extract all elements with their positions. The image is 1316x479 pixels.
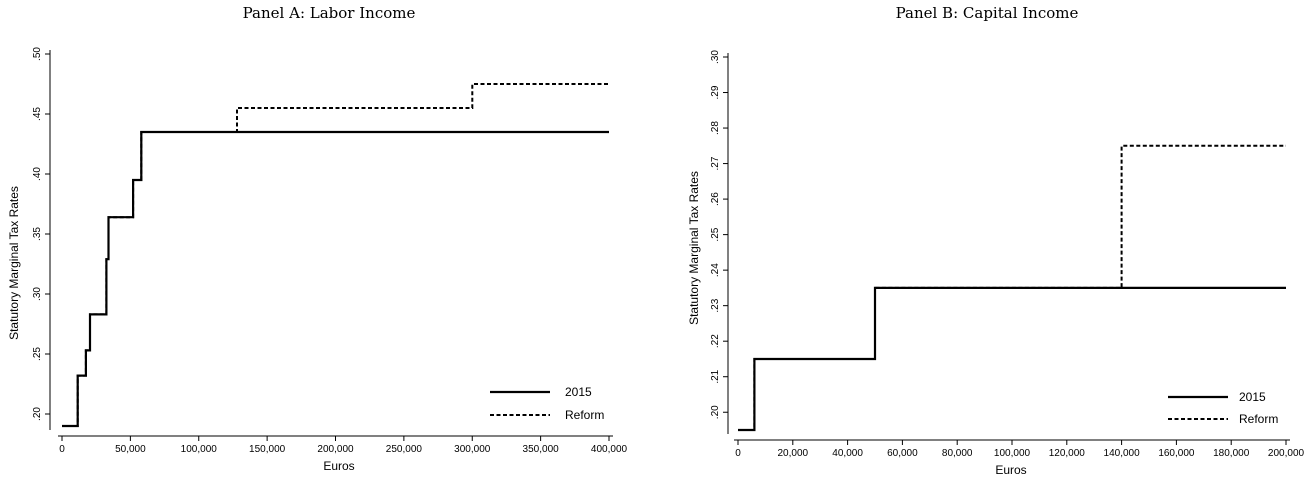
x-tick-label: 60,000 — [887, 448, 918, 459]
labor-income-chart: Panel A: Labor Income Statutory Marginal… — [7, 4, 628, 473]
y-tick-label: .25 — [32, 347, 43, 361]
x-tick-label: 0 — [735, 448, 741, 459]
y-axis-label: Statutory Marginal Tax Rates — [7, 186, 21, 340]
x-tick-label: 200,000 — [1268, 448, 1305, 459]
y-tick-label: .45 — [32, 107, 43, 121]
y-tick-label: .30 — [710, 50, 721, 64]
legend: 2015 Reform — [1168, 390, 1278, 426]
x-tick-label: 150,000 — [249, 444, 286, 455]
y-tick-label: .40 — [32, 167, 43, 181]
y-axis-label: Statutory Marginal Tax Rates — [687, 171, 701, 325]
x-tick-label: 250,000 — [386, 444, 423, 455]
x-tick-label: 350,000 — [523, 444, 560, 455]
x-tick-label: 300,000 — [454, 444, 491, 455]
x-tick-label: 400,000 — [591, 444, 628, 455]
y-tick-label: .35 — [32, 227, 43, 241]
y-tick-label: .28 — [710, 121, 721, 135]
x-tick-label: 180,000 — [1213, 448, 1250, 459]
legend-label-2015: 2015 — [565, 385, 592, 399]
y-tick-label: .20 — [710, 405, 721, 419]
legend-label-reform: Reform — [565, 408, 604, 422]
y-tick-label: .23 — [710, 298, 721, 312]
x-tick-label: 200,000 — [317, 444, 354, 455]
x-tick-label: 100,000 — [181, 444, 218, 455]
x-tick-label: 100,000 — [994, 448, 1031, 459]
y-tick-label: .29 — [710, 85, 721, 99]
series-line-2015 — [62, 130, 609, 428]
y-tick-label: .27 — [710, 156, 721, 170]
x-tick-label: 160,000 — [1158, 448, 1195, 459]
y-tick-label: .26 — [710, 192, 721, 206]
legend-label-2015: 2015 — [1239, 390, 1266, 404]
panel-capital-income: Panel B: Capital Income Statutory Margin… — [658, 0, 1316, 479]
x-tick-label: 140,000 — [1104, 448, 1141, 459]
series-line-reform — [738, 144, 1286, 431]
x-tick-label: 20,000 — [778, 448, 809, 459]
chart-title: Panel B: Capital Income — [896, 4, 1079, 22]
series-line-reform — [62, 83, 609, 427]
legend: 2015 Reform — [490, 385, 604, 422]
y-tick-label: .21 — [710, 369, 721, 383]
y-tick-label: .30 — [32, 287, 43, 301]
x-tick-label: 80,000 — [942, 448, 973, 459]
y-tick-label: .22 — [710, 334, 721, 348]
y-tick-label: .50 — [32, 47, 43, 61]
x-axis-label: Euros — [995, 463, 1026, 477]
y-tick-label: .24 — [710, 263, 721, 277]
capital-income-chart: Panel B: Capital Income Statutory Margin… — [687, 4, 1305, 477]
x-tick-label: 50,000 — [115, 444, 146, 455]
y-tick-label: .20 — [32, 407, 43, 421]
x-axis-label: Euros — [323, 459, 354, 473]
chart-title: Panel A: Labor Income — [243, 4, 416, 22]
x-tick-label: 40,000 — [832, 448, 863, 459]
y-tick-label: .25 — [710, 227, 721, 241]
panel-labor-income: Panel A: Labor Income Statutory Marginal… — [7, 4, 628, 473]
legend-label-reform: Reform — [1239, 412, 1278, 426]
x-tick-label: 0 — [59, 444, 65, 455]
x-tick-label: 120,000 — [1049, 448, 1086, 459]
